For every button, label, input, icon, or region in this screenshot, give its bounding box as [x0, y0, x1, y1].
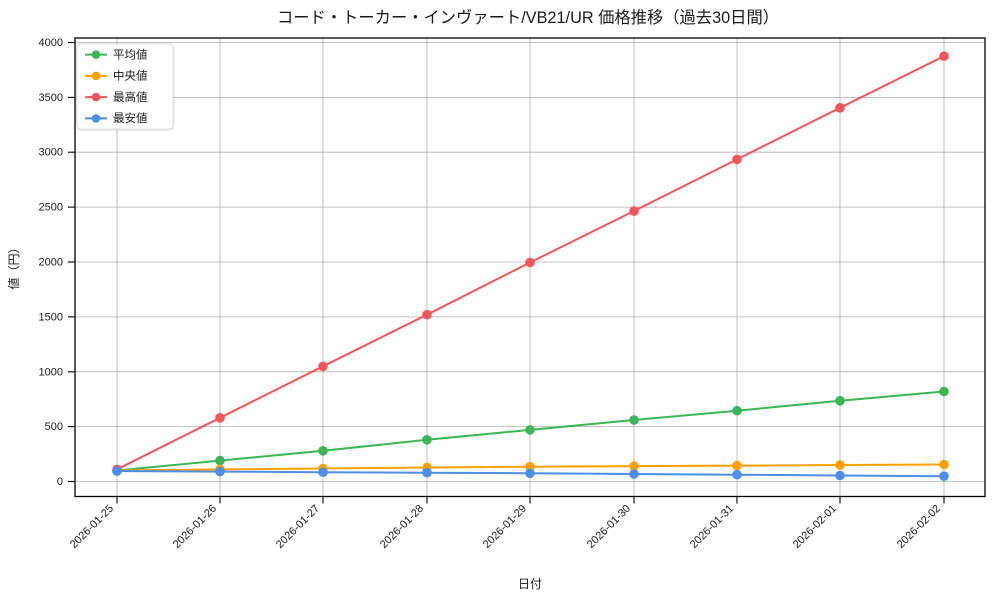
svg-text:日付: 日付 [518, 577, 542, 591]
svg-text:2000: 2000 [39, 257, 63, 269]
svg-text:最安値: 最安値 [113, 111, 148, 125]
svg-text:1000: 1000 [39, 366, 63, 378]
svg-text:平均値: 平均値 [113, 48, 148, 61]
svg-text:500: 500 [45, 421, 63, 433]
svg-text:最高値: 最高値 [113, 90, 148, 104]
svg-text:1500: 1500 [39, 311, 63, 323]
svg-text:2500: 2500 [39, 202, 63, 214]
svg-text:0: 0 [57, 476, 63, 488]
svg-text:中央値: 中央値 [113, 70, 148, 83]
svg-text:3500: 3500 [39, 92, 63, 104]
svg-text:コード・トーカー・インヴァート/VB21/UR 価格推移（過: コード・トーカー・インヴァート/VB21/UR 価格推移（過去30日間） [277, 9, 779, 27]
svg-text:3000: 3000 [39, 147, 63, 159]
svg-text:値（円）: 値（円） [6, 241, 21, 289]
svg-text:4000: 4000 [39, 37, 63, 49]
